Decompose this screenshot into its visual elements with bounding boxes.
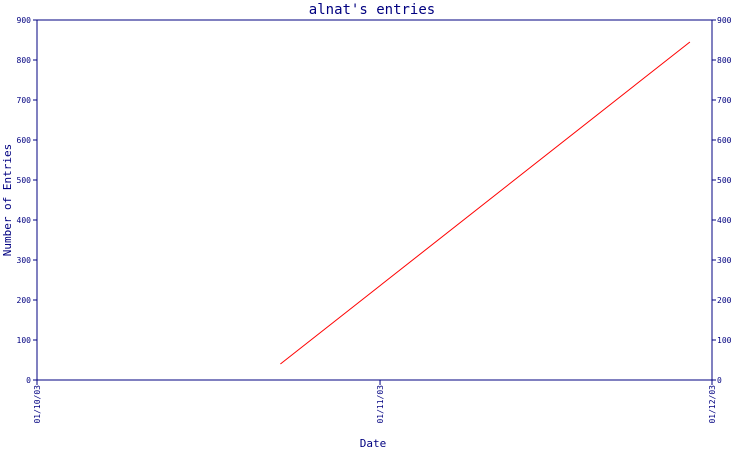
y-tick-label-left: 600: [17, 136, 32, 145]
y-tick-label-left: 700: [17, 96, 32, 105]
x-tick-label: 01/10/03: [33, 385, 42, 424]
y-tick-label-right: 900: [717, 16, 732, 25]
x-axis: 01/10/03 01/11/03 01/12/03: [33, 380, 717, 424]
y-tick-label-right: 600: [717, 136, 732, 145]
y-tick-label-left: 800: [17, 56, 32, 65]
y-tick-label-right: 300: [717, 256, 732, 265]
chart-title: alnat's entries: [309, 2, 435, 18]
y-tick-label-right: 0: [717, 376, 722, 385]
x-axis-label: Date: [360, 437, 387, 450]
y-tick-label-left: 200: [17, 296, 32, 305]
y-tick-label-right: 500: [717, 176, 732, 185]
y-tick-label-left: 500: [17, 176, 32, 185]
x-tick-label: 01/12/03: [708, 385, 717, 424]
y-tick-label-right: 400: [717, 216, 732, 225]
y-tick-label-right: 800: [717, 56, 732, 65]
series-line: [280, 41, 691, 365]
y-tick-label-left: 300: [17, 256, 32, 265]
y-axis-label: Number of Entries: [1, 144, 14, 257]
y-tick-label-right: 100: [717, 336, 732, 345]
y-tick-label-left: 0: [26, 376, 31, 385]
y-tick-label-right: 200: [717, 296, 732, 305]
series-layer: [280, 41, 691, 365]
y-tick-label-right: 700: [717, 96, 732, 105]
x-tick-label: 01/11/03: [376, 385, 385, 424]
plot-frame: [36, 19, 713, 381]
y-tick-label-left: 900: [17, 16, 32, 25]
y-tick-label-left: 100: [17, 336, 32, 345]
y-axis-right: 0 100 200 300 400 500 600 700 800 900: [712, 16, 732, 385]
y-tick-label-left: 400: [17, 216, 32, 225]
y-axis-left: 0 100 200 300 400 500 600 700 800 900: [17, 16, 37, 385]
